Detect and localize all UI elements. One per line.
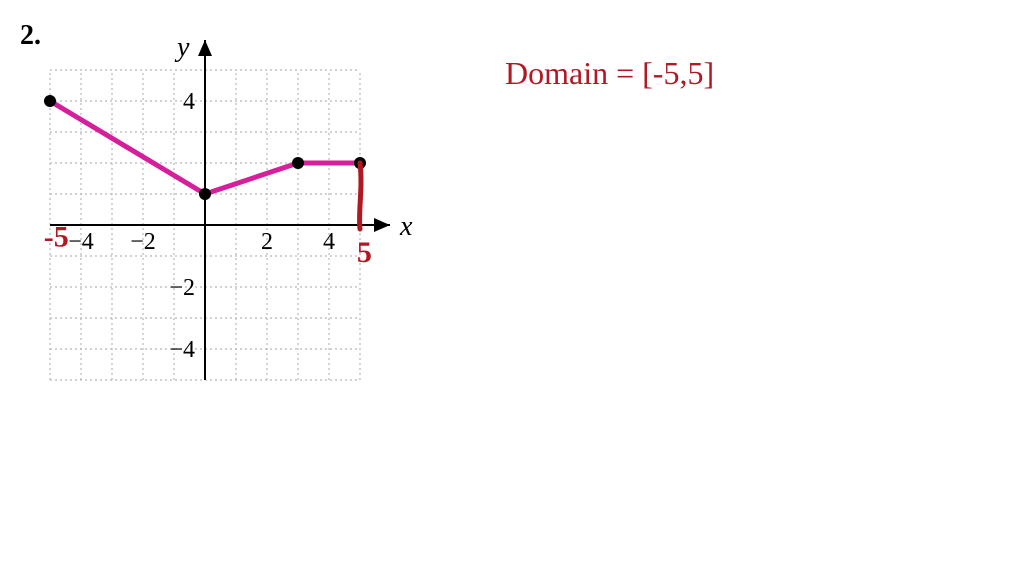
svg-text:4: 4 bbox=[323, 229, 335, 255]
graph: −4 −2 2 4 −4 −2 4 x y -5 5 bbox=[10, 10, 440, 425]
domain-annotation: Domain = [-5,5] bbox=[505, 55, 714, 92]
svg-text:x: x bbox=[399, 211, 413, 242]
svg-text:−4: −4 bbox=[169, 337, 195, 363]
svg-text:−4: −4 bbox=[68, 229, 94, 255]
page-container: 2. −4−224−4−24xy-55 Domain = [-5,5] bbox=[0, 0, 1024, 582]
svg-text:2: 2 bbox=[261, 229, 273, 255]
svg-text:−2: −2 bbox=[169, 275, 195, 301]
svg-text:5: 5 bbox=[357, 236, 372, 269]
svg-text:y: y bbox=[174, 32, 190, 63]
svg-text:4: 4 bbox=[183, 89, 195, 115]
graph-svg: −4 −2 2 4 −4 −2 4 x y -5 5 bbox=[10, 10, 440, 420]
svg-text:-5: -5 bbox=[44, 221, 69, 254]
svg-text:−2: −2 bbox=[130, 229, 156, 255]
